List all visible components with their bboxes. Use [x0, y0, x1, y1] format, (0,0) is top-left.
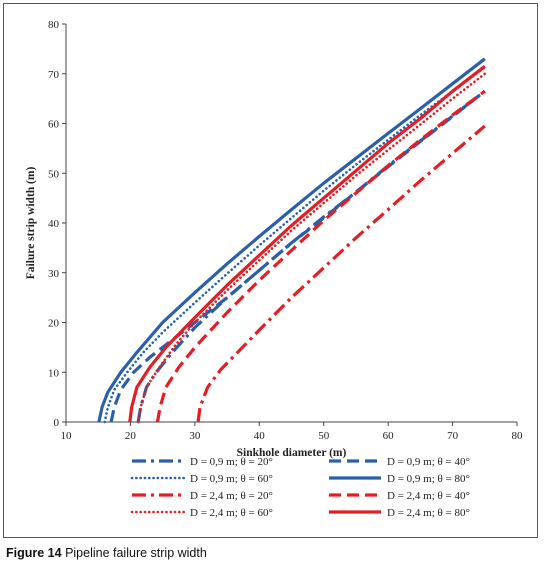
x-tick-label: 80 [512, 430, 524, 442]
series-line-3 [103, 65, 487, 424]
y-tick-label: 10 [48, 367, 60, 379]
legend-label-4: D = 0,9 m; θ = 80° [387, 473, 470, 485]
legend-label-3: D = 0,9 m; θ = 60° [190, 473, 273, 485]
x-tick-label: 10 [61, 430, 73, 442]
series-line-6 [155, 89, 486, 423]
legend-label-1: D = 0,9 m; θ = 20° [190, 456, 273, 468]
y-tick-label: 20 [48, 318, 60, 330]
legend-label-2: D = 0,9 m; θ = 40° [387, 456, 470, 468]
x-axis-title: Sinkhole diameter (m) [237, 447, 347, 459]
legend-label-8: D = 2,4 m; θ = 80° [387, 507, 470, 519]
y-tick-label: 30 [48, 268, 60, 280]
y-tick-label: 70 [48, 69, 60, 81]
line-chart: 10 20 30 40 50 60 70 8001020304050607080Sinkhol… [25, 19, 524, 519]
legend-label-5: D = 2,4 m; θ = 20° [190, 490, 273, 502]
y-axis-title: Failure strip width (m) [25, 167, 37, 280]
x-tick-label: 40 [254, 430, 266, 442]
y-tick-label: 80 [48, 19, 60, 31]
x-tick-label: 30 [189, 430, 201, 442]
series-line-7 [136, 72, 487, 424]
figure-caption-text: Pipeline failure strip width [65, 546, 207, 560]
figure-caption: Figure 14 Pipeline failure strip width [6, 546, 207, 560]
series-line-2 [109, 89, 486, 423]
series-line-5 [196, 124, 486, 423]
y-tick-label: 50 [48, 168, 60, 180]
figure-label: Figure 14 [6, 546, 62, 560]
series-line-4 [97, 57, 486, 423]
y-tick-label: 60 [48, 119, 60, 131]
x-tick-label: 60 [383, 430, 395, 442]
x-tick-label: 70 [447, 430, 459, 442]
figure-frame: 10 20 30 40 50 60 70 80 0 10 20 30 40 50 60 70 80 Sinkhol… [3, 3, 538, 538]
y-tick-label: 0 [54, 417, 60, 429]
series-line-1 [136, 89, 486, 423]
x-tick-label: 50 [318, 430, 330, 442]
x-tick-label: 20 [125, 430, 137, 442]
series-line-8 [128, 65, 486, 423]
legend-label-7: D = 2,4 m; θ = 60° [190, 507, 273, 519]
y-tick-label: 40 [48, 218, 60, 230]
legend-label-6: D = 2,4 m; θ = 40° [387, 490, 470, 502]
